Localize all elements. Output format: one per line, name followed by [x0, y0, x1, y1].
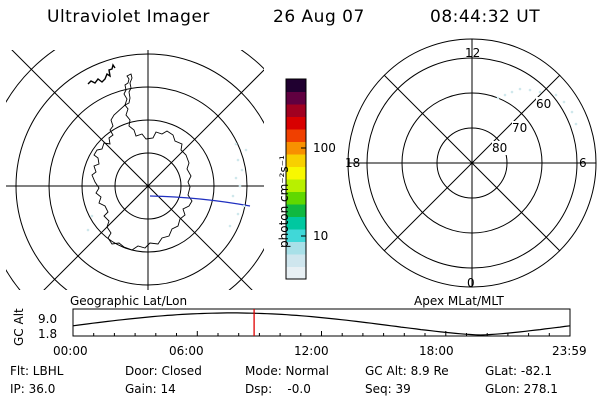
colorbar-segment — [286, 154, 306, 167]
header-date: 26 Aug 07 — [273, 7, 365, 27]
colorbar-segment — [286, 204, 306, 217]
peninsula — [123, 73, 133, 106]
timeline-ylabel: GC Alt — [12, 308, 26, 346]
altitude-curve — [72, 312, 571, 336]
colorbar — [286, 79, 306, 280]
colorbar-segment — [286, 141, 306, 155]
orbit-track — [149, 195, 251, 207]
timeline-xtick: 18:00 — [419, 344, 454, 358]
colorbar-tick-100: 100 — [313, 141, 336, 155]
info-door: Door: Closed — [125, 364, 202, 378]
mlt-label-18: 18 — [345, 156, 361, 170]
timeline-xtick: 06:00 — [169, 344, 204, 358]
info-mode: Mode: Normal — [245, 364, 329, 378]
colorbar-segment — [286, 266, 306, 280]
colorbar-tick-10: 10 — [313, 229, 329, 243]
colorbar-segment — [286, 254, 306, 267]
colorbar-segment — [286, 229, 306, 242]
info-ip: IP: 36.0 — [10, 382, 56, 396]
timeline-ticks — [72, 331, 571, 336]
timeline-ytick-9: 9.0 — [38, 312, 58, 326]
colorbar-segment — [286, 129, 306, 142]
info-dsp: Dsp: -0.0 — [245, 382, 311, 396]
colorbar-segment — [286, 104, 306, 117]
geographic-map — [6, 50, 264, 290]
coastline — [91, 104, 193, 251]
magnetic-dial — [347, 38, 597, 288]
info-gc-alt: GC Alt: 8.9 Re — [365, 364, 449, 378]
info-glat: GLat: -82.1 — [485, 364, 552, 378]
info-gain: Gain: 14 — [125, 382, 176, 396]
timeline-xtick: 12:00 — [294, 344, 329, 358]
mlt-label-12: 12 — [465, 46, 481, 60]
colorbar-segment — [286, 79, 306, 92]
colorbar-segment — [286, 191, 306, 205]
info-seq: Seq: 39 — [365, 382, 411, 396]
timeline-ytick-1-8: 1.8 — [38, 327, 58, 341]
south-america-tip — [87, 63, 116, 85]
timeline-xtick: 23:59 — [552, 344, 587, 358]
app-title: Ultraviolet Imager — [47, 7, 210, 27]
colorbar-unit-label: photon cm⁻²s⁻¹ — [277, 155, 291, 248]
mlt-label-6: 6 — [579, 156, 587, 170]
geo-aurora-emission — [86, 142, 248, 232]
geo-panel-caption: Geographic Lat/Lon — [70, 294, 188, 308]
mlt-label-0: 0 — [467, 276, 475, 290]
mlat-label-60: 60 — [536, 97, 552, 111]
geo-meridian — [43, 69, 264, 290]
colorbar-segment — [286, 179, 306, 192]
colorbar-segment — [286, 116, 306, 130]
colorbar-segment — [286, 91, 306, 105]
mlat-label-80: 80 — [492, 141, 508, 155]
info-filter: Flt: LBHL — [10, 364, 64, 378]
mlat-label-70: 70 — [512, 121, 528, 135]
colorbar-segment — [286, 216, 306, 230]
header-time: 08:44:32 UT — [430, 7, 541, 27]
colorbar-frame — [285, 78, 307, 280]
info-glon: GLon: 278.1 — [485, 382, 558, 396]
mag-panel-caption: Apex MLat/MLT — [414, 294, 504, 308]
colorbar-segment — [286, 166, 306, 180]
timeline-xtick: 00:00 — [53, 344, 88, 358]
colorbar-segment — [286, 241, 306, 255]
